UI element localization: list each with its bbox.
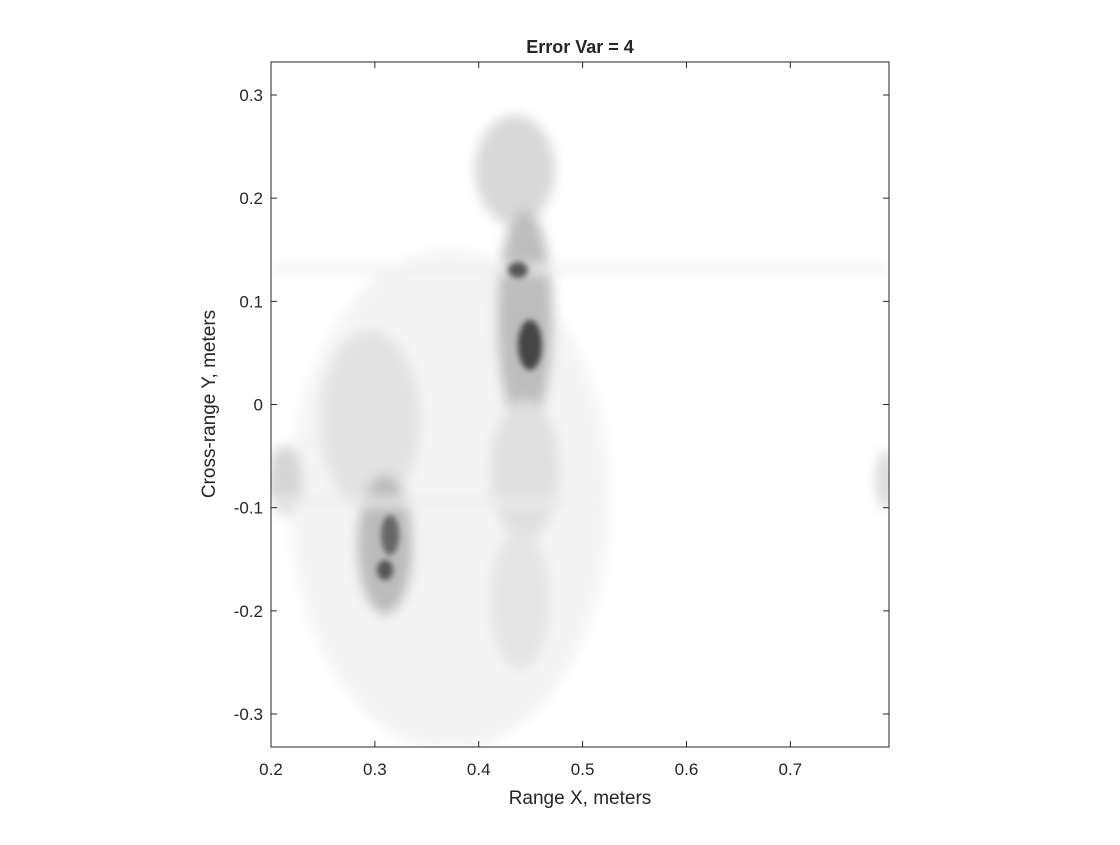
x-tick-label: 0.3: [363, 760, 387, 779]
x-tick-label: 0.6: [675, 760, 699, 779]
y-tick-label: -0.3: [234, 705, 263, 724]
image-content: [271, 115, 889, 747]
y-tick-label: 0: [254, 396, 263, 415]
chart-title: Error Var = 4: [526, 37, 634, 57]
x-tick-label: 0.7: [779, 760, 803, 779]
x-axis-label: Range X, meters: [509, 788, 652, 809]
x-tick-label: 0.4: [467, 760, 491, 779]
y-tick-label: 0.3: [239, 86, 263, 105]
y-tick-label: -0.1: [234, 499, 263, 518]
y-tick-label: -0.2: [234, 602, 263, 621]
y-tick-label: 0.1: [239, 292, 263, 311]
x-tick-label: 0.2: [259, 760, 283, 779]
y-tick-label: 0.2: [239, 189, 263, 208]
x-tick-label: 0.5: [571, 760, 595, 779]
y-axis-label: Cross-range Y, meters: [199, 310, 220, 498]
